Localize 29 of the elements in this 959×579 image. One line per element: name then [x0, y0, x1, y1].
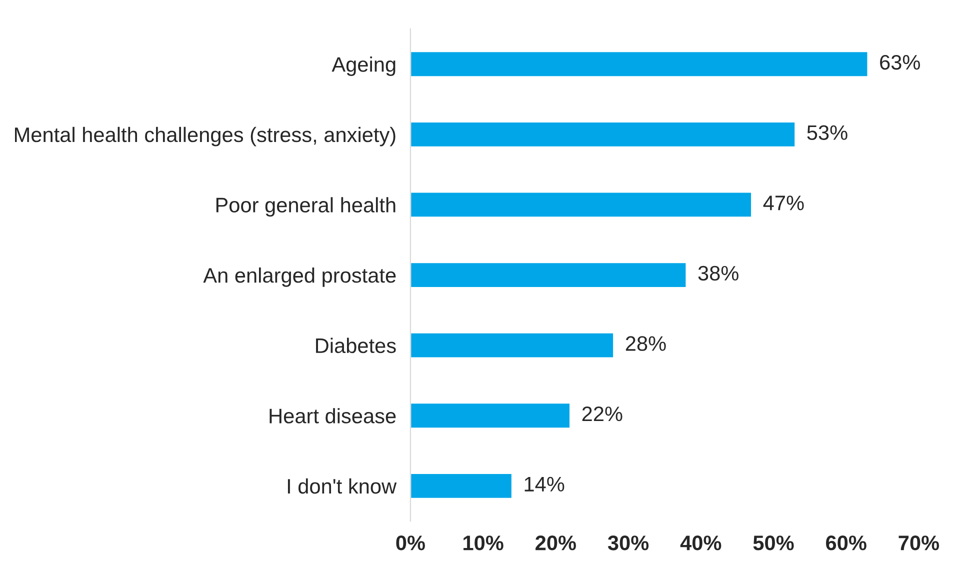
- x-tick-label: 20%: [536, 536, 576, 550]
- data-label: 63%: [880, 54, 920, 70]
- bar: [410, 332, 614, 359]
- bar: [410, 262, 688, 288]
- data-label: 14%: [524, 476, 564, 492]
- bar: [410, 50, 869, 78]
- y-tick-label: Mental health challenges (stress, anxiety): [15, 126, 396, 146]
- x-tick-label: 30%: [608, 536, 649, 550]
- y-tick-label: Poor general health: [216, 197, 396, 217]
- y-tick-label: I don't know: [288, 478, 397, 494]
- data-label: 47%: [763, 196, 804, 210]
- y-tick-label: An enlarged prostate: [203, 267, 396, 287]
- bar: [410, 472, 513, 500]
- x-tick-label: 60%: [826, 536, 866, 550]
- y-tick-label: Heart disease: [270, 408, 396, 424]
- bar: [410, 191, 752, 218]
- x-tick-label: 0%: [396, 536, 425, 550]
- data-label: 28%: [626, 336, 666, 351]
- x-tick-label: 10%: [464, 536, 504, 550]
- x-tick-label: 70%: [898, 536, 940, 550]
- data-label: 53%: [807, 125, 848, 140]
- x-tick-label: 50%: [753, 536, 794, 550]
- x-tick-label: 40%: [680, 536, 722, 550]
- data-label: 38%: [698, 266, 738, 281]
- bar: [410, 121, 796, 148]
- data-label: 22%: [582, 406, 622, 422]
- bar: [410, 402, 571, 429]
- y-tick-label: Ageing: [332, 56, 396, 76]
- y-tick-label: Diabetes: [316, 338, 396, 354]
